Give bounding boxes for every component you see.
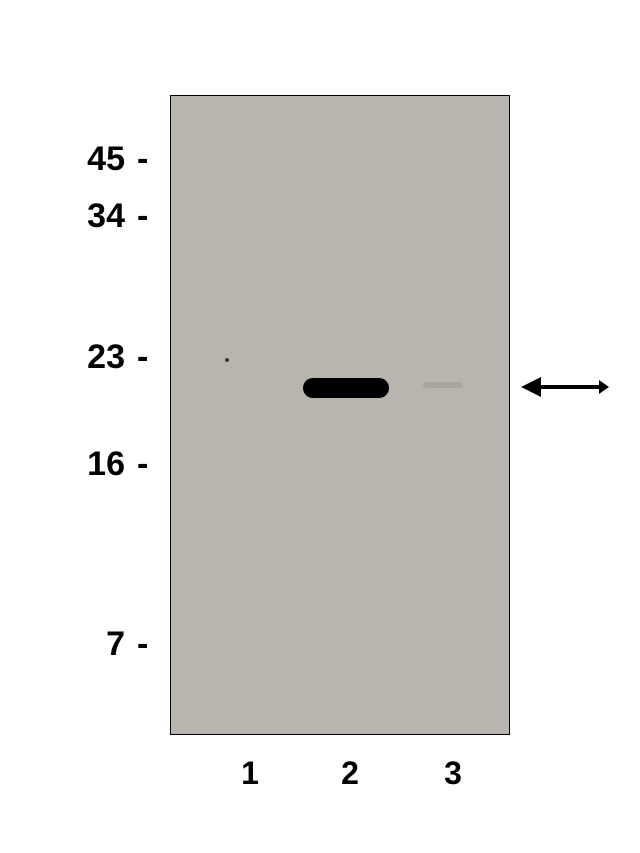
mw-marker-tick: - <box>137 140 148 179</box>
mw-marker-label: 16 <box>55 445 125 484</box>
western-blot-figure: 45-34-23-16-7- 123 <box>45 55 595 800</box>
protein-band <box>303 378 389 398</box>
lane-label: 1 <box>235 755 265 792</box>
mw-marker-label: 45 <box>55 140 125 179</box>
mw-marker-label: 7 <box>55 625 125 664</box>
arrow-shaft <box>541 385 599 389</box>
lane-label: 3 <box>438 755 468 792</box>
mw-marker-label: 34 <box>55 197 125 236</box>
arrow-head-icon <box>521 377 541 397</box>
protein-band <box>423 382 463 388</box>
arrow-tail-icon <box>599 380 609 394</box>
mw-marker-tick: - <box>137 338 148 377</box>
band-indicator-arrow <box>521 377 609 397</box>
lane-label: 2 <box>335 755 365 792</box>
protein-band <box>225 358 229 362</box>
mw-marker-tick: - <box>137 445 148 484</box>
mw-marker-tick: - <box>137 197 148 236</box>
mw-marker-tick: - <box>137 625 148 664</box>
blot-membrane <box>170 95 510 735</box>
mw-marker-label: 23 <box>55 338 125 377</box>
